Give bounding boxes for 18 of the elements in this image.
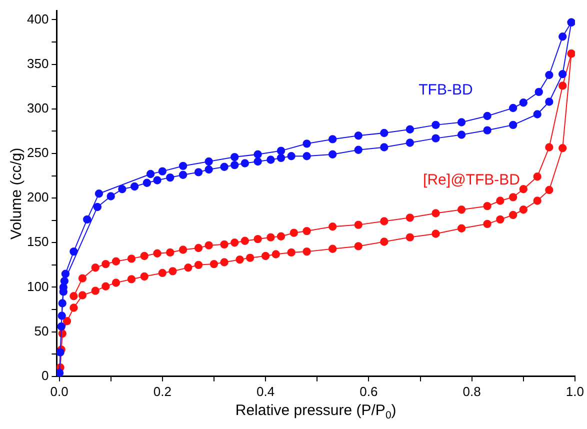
y-tick-label: 400 — [26, 11, 49, 26]
y-tick-label: 300 — [26, 100, 49, 116]
y-axis-title: Volume (cc/g) — [8, 148, 26, 240]
y-tick-label: 350 — [26, 56, 49, 71]
y-tick-label: 250 — [26, 145, 49, 160]
text: TFB-BD — [418, 81, 473, 98]
x-tick-label: 0.8 — [462, 384, 481, 399]
y-tick-label: 50 — [34, 323, 49, 338]
x-tick-label: 0.6 — [360, 384, 378, 399]
series-label: [Re]@TFB-BD — [423, 172, 520, 189]
x-tick-label: 0.2 — [153, 384, 172, 399]
y-tick-label: 0 — [41, 368, 49, 383]
y-tick-label: 100 — [26, 278, 49, 294]
y-tick-label: 150 — [26, 234, 49, 250]
y-tick-label: 200 — [26, 190, 49, 205]
x-tick-label: 1.0 — [566, 384, 584, 399]
x-tick-label: 0.0 — [50, 384, 68, 399]
x-tick-label: 0.4 — [256, 384, 275, 399]
